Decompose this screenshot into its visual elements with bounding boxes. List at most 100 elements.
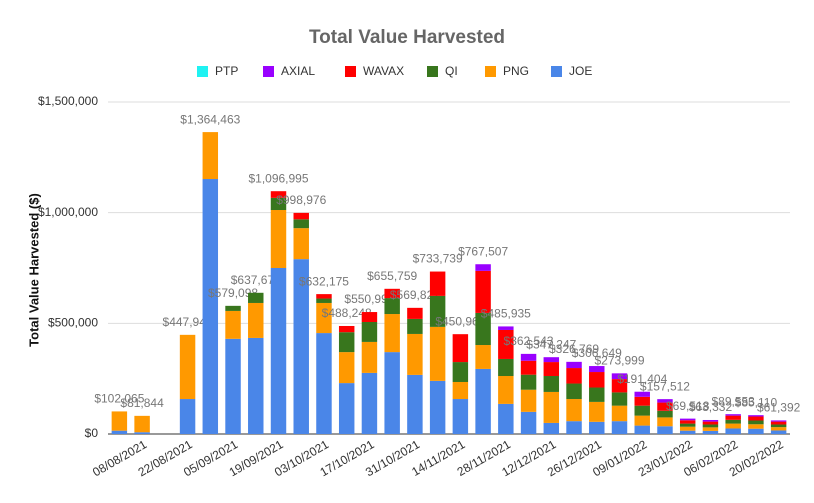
- legend-swatch: [485, 66, 496, 77]
- bar-segment: [725, 428, 741, 434]
- bar-segment: [452, 334, 469, 363]
- legend-swatch: [427, 66, 438, 77]
- legend-swatch: [345, 66, 356, 77]
- bar-segment: [520, 360, 537, 375]
- bar-segment: [657, 410, 673, 418]
- bar-segment: [361, 322, 378, 342]
- bar-segment: [293, 259, 309, 434]
- bar-segment: [407, 318, 423, 334]
- bar-segment: [452, 399, 469, 434]
- bar-segment: [634, 415, 650, 426]
- bar-segment: [384, 352, 400, 434]
- bar-segment: [429, 380, 446, 434]
- bar-segment: [748, 415, 764, 417]
- bar-segment: [316, 302, 332, 334]
- bar-segment: [293, 212, 309, 220]
- bar-segment: [770, 420, 787, 422]
- total-label: $63,332: [689, 400, 733, 414]
- bar-segment: [202, 179, 219, 434]
- bar-segment: [498, 326, 514, 330]
- bar-segment: [270, 191, 287, 198]
- legend-label: JOE: [569, 64, 592, 78]
- bar-segment: [475, 368, 491, 434]
- bar-segment: [589, 387, 605, 402]
- bar-segment: [589, 366, 605, 373]
- legend-swatch: [551, 66, 562, 77]
- total-label: $579,098: [208, 286, 258, 300]
- total-label: $655,759: [367, 269, 417, 283]
- bar-segment: [702, 424, 719, 428]
- bar-segment: [634, 396, 650, 406]
- bar-segment: [589, 372, 605, 388]
- bar-segment: [179, 399, 196, 434]
- bar-segment: [498, 376, 514, 404]
- bar-segment: [725, 415, 741, 420]
- bar-segment: [725, 423, 741, 429]
- bar-segment: [634, 425, 650, 434]
- bar-segment: [361, 341, 378, 373]
- total-label: $1,364,463: [180, 112, 240, 126]
- bar-segment: [429, 271, 446, 296]
- total-label: $89,553: [711, 394, 755, 408]
- bar-segment: [679, 420, 696, 424]
- total-label: $306,649: [572, 346, 622, 360]
- bar-segment: [679, 426, 696, 431]
- bar-segment: [498, 358, 514, 377]
- bar-segment: [270, 268, 287, 434]
- bar-segment: [770, 421, 787, 425]
- bar-segment: [589, 421, 605, 434]
- bar-segment: [566, 399, 582, 422]
- legend-label: PNG: [503, 64, 529, 78]
- total-label: $157,512: [640, 379, 690, 393]
- bar-segment: [316, 298, 332, 303]
- bar-segment: [338, 383, 355, 434]
- total-label: $488,248: [322, 306, 372, 320]
- bar-segment: [452, 381, 469, 400]
- bar-segment: [520, 353, 537, 361]
- bar-segment: [134, 432, 150, 434]
- total-label: $69,518: [666, 399, 710, 413]
- bar-segment: [679, 423, 696, 427]
- bar-segment: [293, 219, 309, 229]
- y-tick-label: $1,500,000: [38, 94, 98, 108]
- bar-segment: [111, 430, 128, 434]
- bar-segment: [225, 305, 241, 311]
- bar-segment: [566, 383, 582, 400]
- total-label: $347,247: [526, 337, 576, 351]
- bar-segment: [475, 345, 491, 369]
- bar-segment: [338, 332, 355, 353]
- total-label: $447,948: [163, 315, 213, 329]
- total-label: $85,110: [735, 395, 778, 409]
- bar-segment: [634, 405, 650, 416]
- total-label: $61,392: [757, 401, 801, 415]
- bar-segment: [407, 333, 423, 375]
- y-tick-label: $1,000,000: [38, 205, 98, 219]
- bar-segment: [566, 368, 582, 384]
- bar-segment: [543, 362, 560, 377]
- legend-label: QI: [445, 64, 458, 78]
- bar-segment: [770, 427, 787, 431]
- bar-segment: [316, 294, 332, 299]
- bar-segment: [429, 326, 446, 381]
- bar-segment: [679, 430, 696, 434]
- bar-segment: [475, 264, 491, 271]
- bar-segment: [111, 411, 128, 431]
- bar-segment: [748, 428, 764, 434]
- y-axis-title: Total Value Harvested ($): [26, 193, 41, 347]
- bar-segment: [384, 288, 400, 299]
- bar-segment: [748, 420, 764, 425]
- bar-segment: [338, 352, 355, 384]
- bar-segment: [702, 419, 719, 422]
- bar-segment: [566, 421, 582, 434]
- total-label: $450,961: [435, 314, 485, 328]
- bar-segment: [657, 417, 673, 427]
- total-label: $569,822: [390, 288, 440, 302]
- bar-segment: [725, 419, 741, 424]
- total-label: $102,065: [94, 392, 144, 406]
- legend-label: WAVAX: [363, 64, 404, 78]
- bar-segment: [657, 402, 673, 411]
- bar-segment: [702, 421, 719, 425]
- bar-segment: [611, 392, 628, 406]
- bar-segment: [134, 415, 150, 433]
